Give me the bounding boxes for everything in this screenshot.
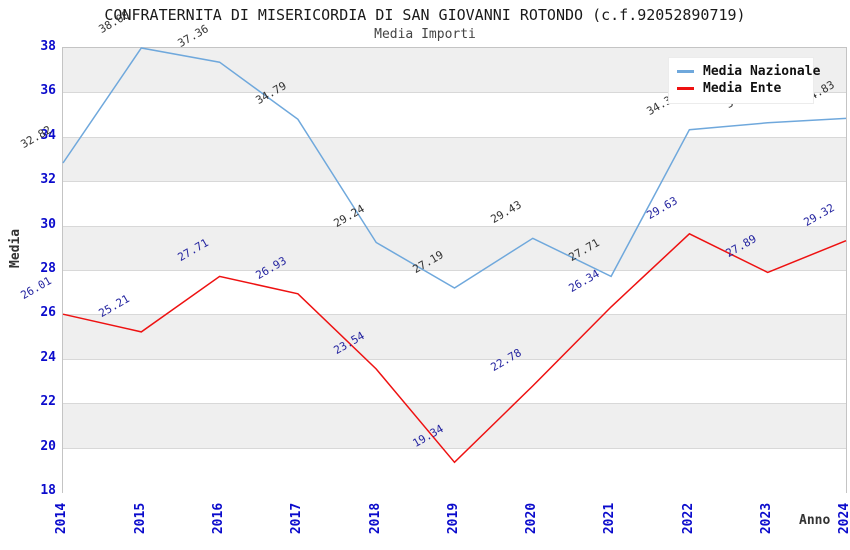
x-tick-text: 2021 — [602, 502, 618, 535]
y-tick-label: 34 — [40, 127, 56, 143]
plot-band — [63, 314, 846, 360]
chart-subtitle: Media Importi — [374, 27, 476, 42]
x-tick-label: 2016 — [200, 497, 238, 537]
x-tick-label: 2020 — [513, 497, 551, 537]
series-line-media-nazionale — [62, 47, 847, 289]
x-axis-title: Anno — [799, 513, 831, 528]
y-tick-label: 22 — [40, 394, 56, 410]
legend-item-media-ente: Media Ente — [677, 80, 805, 97]
y-tick-label: 18 — [40, 483, 56, 498]
y-tick-label: 28 — [40, 261, 56, 276]
x-tick-text: 2015 — [132, 502, 148, 535]
x-tick-text: 2019 — [446, 502, 461, 535]
plot-band — [63, 447, 846, 493]
series-lines — [62, 47, 847, 464]
plot-area — [62, 47, 847, 493]
media-ente-line-swatch-icon — [677, 87, 694, 90]
y-tick-label: 38 — [40, 39, 56, 54]
x-tick-text: 2018 — [367, 502, 383, 535]
y-tick-label: 30 — [40, 216, 56, 232]
x-tick-label: 2018 — [356, 497, 394, 537]
x-tick-text: 2016 — [211, 502, 227, 535]
x-tick-text: 2023 — [759, 502, 775, 535]
x-tick-text: 2014 — [54, 502, 70, 535]
plot-band — [63, 403, 846, 449]
plot-band — [63, 225, 846, 271]
media-nazionale-line-swatch-icon — [677, 70, 694, 73]
x-tick-label: 2019 — [435, 497, 473, 537]
x-tick-label: 2021 — [591, 497, 629, 537]
legend-item-media-nazionale: Media Nazionale — [677, 63, 820, 80]
y-tick-label: 32 — [40, 172, 56, 188]
y-tick-label: 20 — [40, 438, 56, 454]
plot-band — [63, 358, 846, 405]
plot-band — [63, 181, 846, 227]
plot-band — [63, 136, 846, 183]
x-tick-text: 2022 — [680, 502, 696, 535]
x-tick-label: 2017 — [278, 497, 316, 537]
y-tick-label: 36 — [40, 83, 56, 99]
y-tick-label: 26 — [40, 305, 56, 321]
chart-title: CONFRATERNITA DI MISERICORDIA DI SAN GIO… — [104, 6, 746, 24]
y-tick-label: 24 — [40, 349, 56, 365]
x-tick-label: 2015 — [121, 497, 159, 537]
legend-label-media-nazionale: Media Nazionale — [703, 64, 821, 79]
x-tick-text: 2024 — [837, 502, 850, 535]
plot-band — [63, 270, 846, 316]
legend-label-media-ente: Media Ente — [703, 81, 782, 96]
point-label-media-ente: 26.01 — [18, 274, 54, 303]
x-tick-label: 2023 — [748, 497, 786, 537]
x-tick-text: 2020 — [524, 502, 540, 535]
y-axis-title: Media — [8, 228, 23, 268]
series-line-media-ente — [62, 232, 847, 464]
x-tick-label: 2022 — [669, 497, 707, 537]
x-tick-label: 2014 — [43, 497, 81, 537]
legend: Media Nazionale Media Ente — [668, 57, 820, 104]
x-tick-text: 2017 — [289, 502, 305, 535]
